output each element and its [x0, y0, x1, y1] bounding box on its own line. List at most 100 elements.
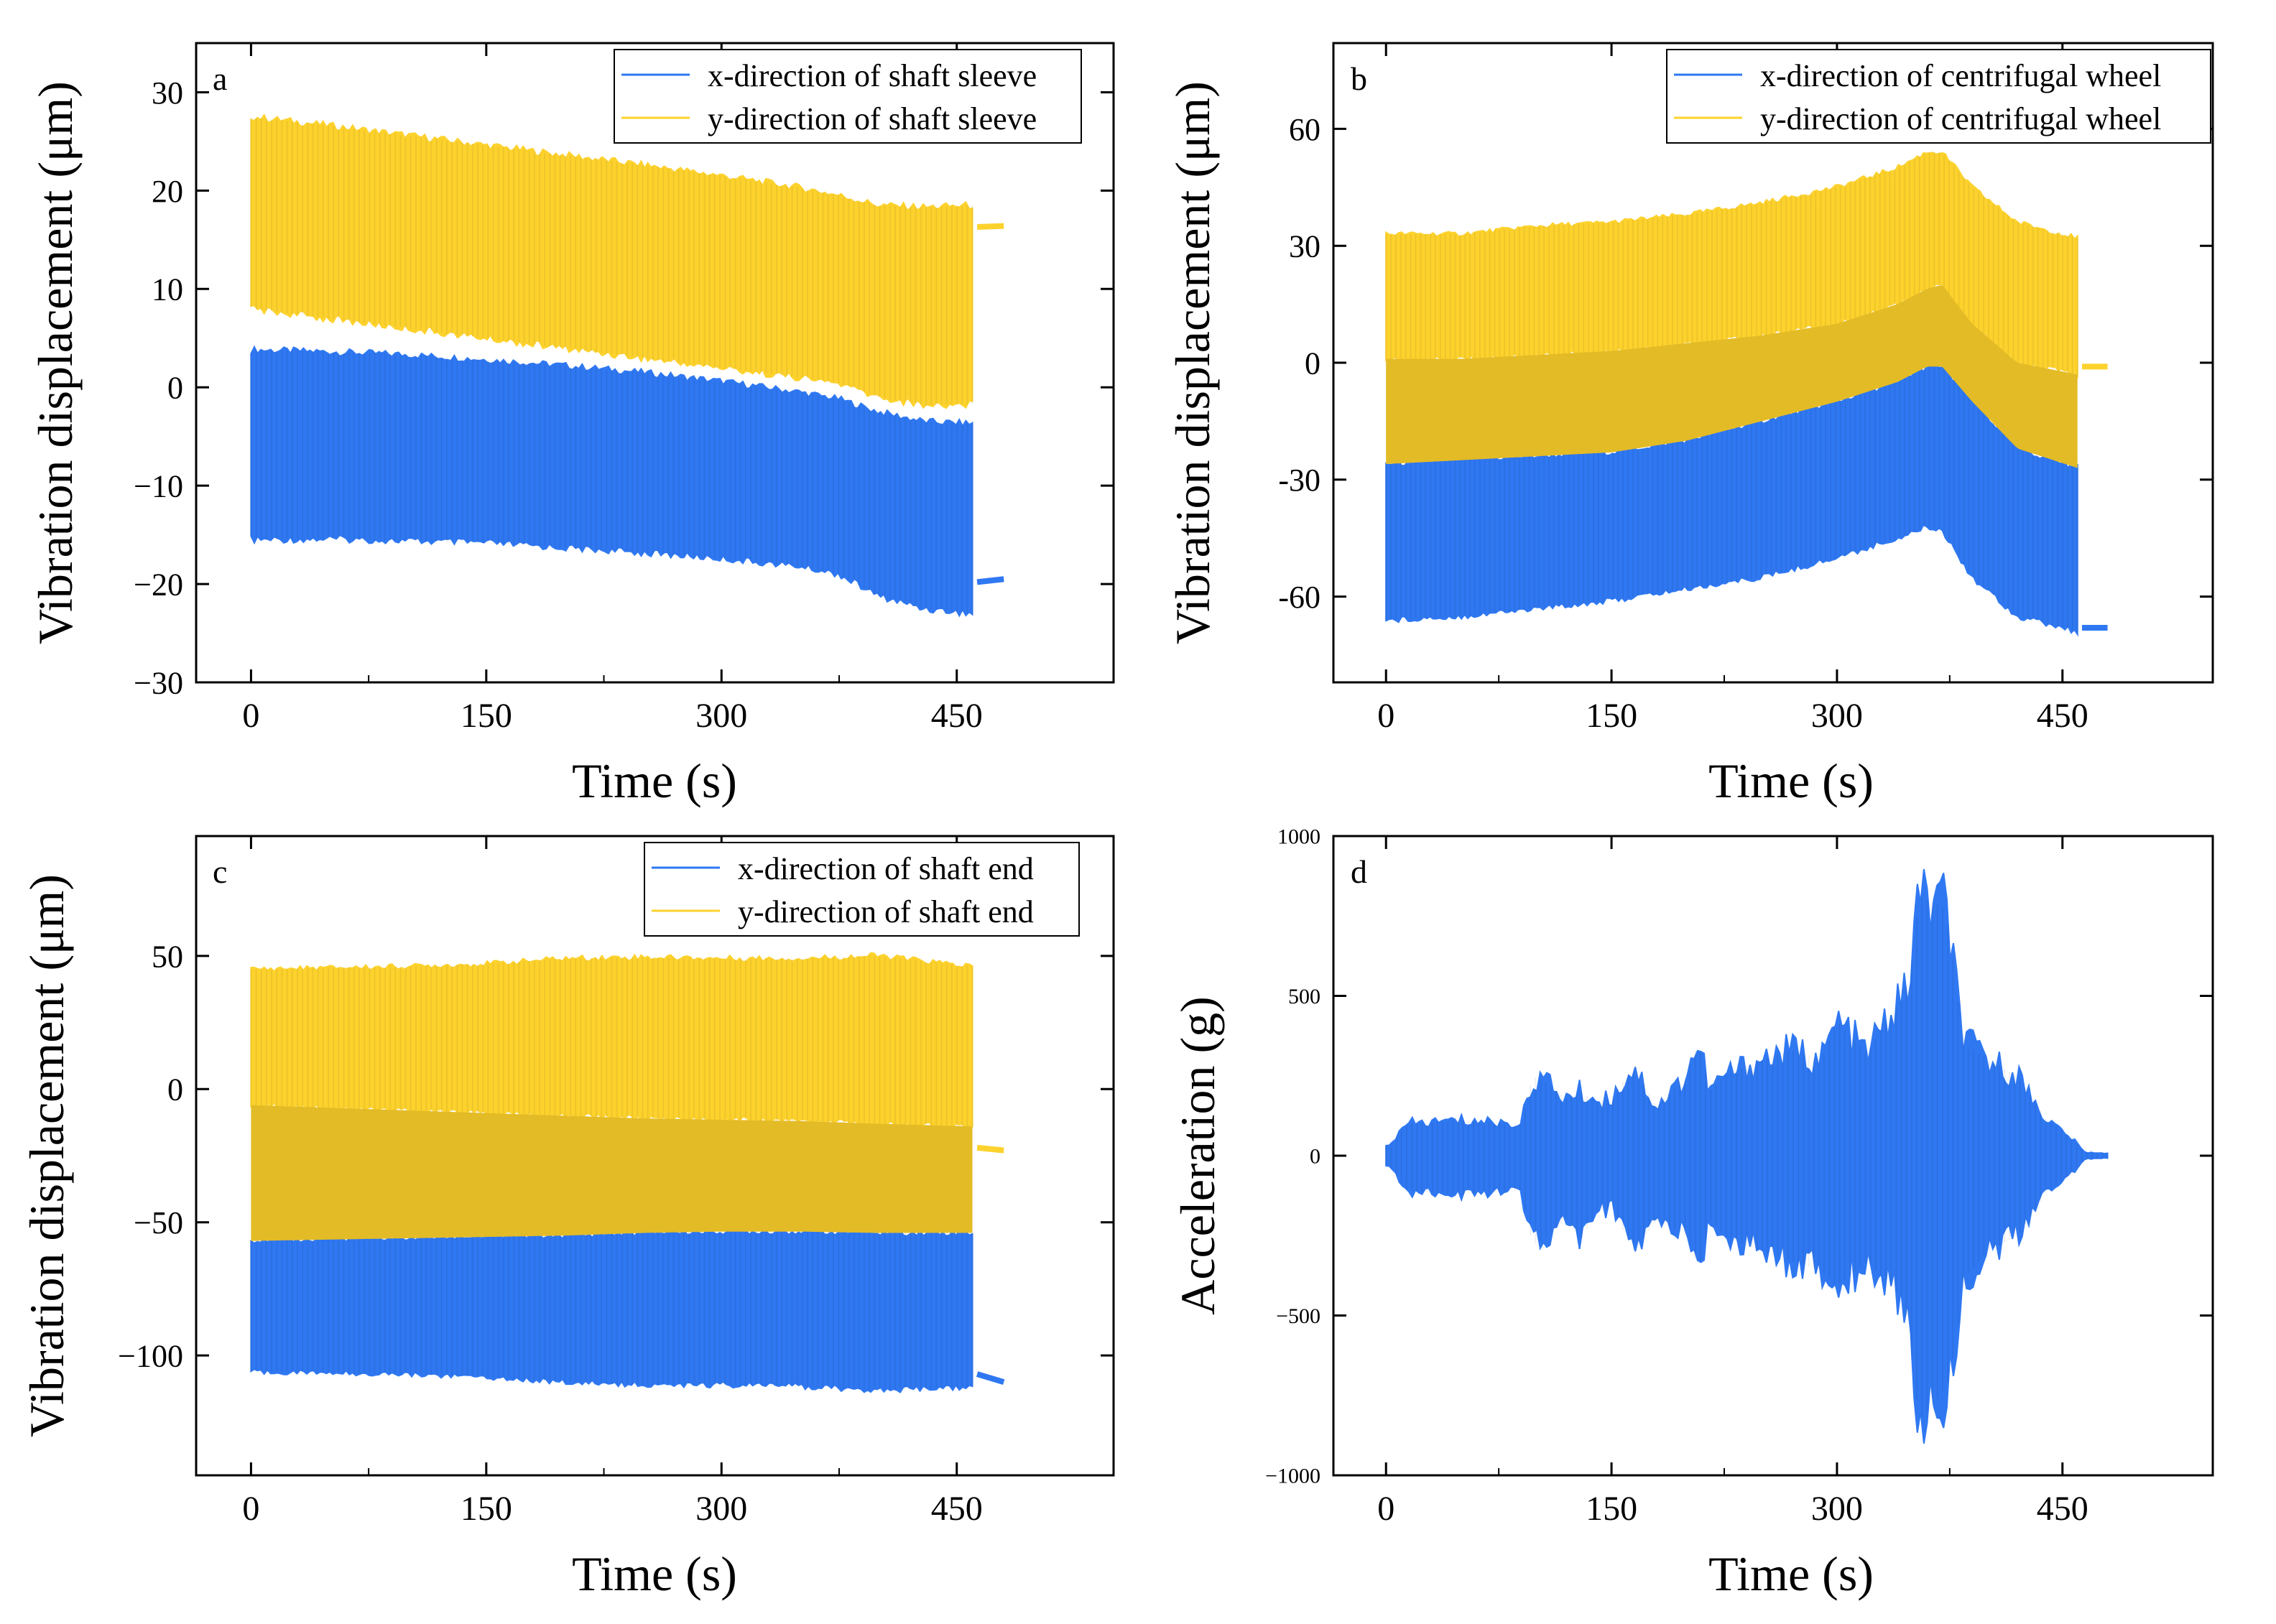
- y-tick-label-d-3: 500: [1288, 985, 1320, 1008]
- series-oscillation-path-b-y-direction-of-centrifugal-wheel: [1385, 152, 2078, 375]
- panel-label-b: b: [1351, 60, 1367, 97]
- y-tick-label-d-2: 0: [1310, 1145, 1320, 1169]
- series-oscillation-path-b-x-direction-of-centrifugal-wheel: [1385, 366, 2078, 632]
- panel-b: 0 150 300 450 -60 -30 0 30 60 b Time (s) Vibrati…: [1165, 42, 2214, 808]
- panel-label-a: a: [213, 60, 227, 97]
- x-tick-label-c-1: 150: [461, 1490, 512, 1528]
- y-tick-label-d-1: −500: [1276, 1304, 1320, 1328]
- y-tick-label-b-1: -30: [1278, 463, 1320, 498]
- series-tail-c-x-direction-of-shaft-end: [976, 1371, 1005, 1386]
- plot-frame-a: [195, 42, 1115, 684]
- y-tick-label-a-6: 30: [152, 75, 183, 111]
- axes-d: 0 150 300 450 −1000 −500 0 500 1000: [1265, 825, 2213, 1528]
- legend-label-x-c: x-direction of shaft end: [738, 851, 1034, 886]
- y-tick-label-b-2: 0: [1305, 345, 1320, 381]
- series-oscillation-b-x-direction-of-centrifugal-wheel: [1385, 366, 2078, 632]
- x-tick-label-a-3: 450: [931, 697, 983, 735]
- series-oscillation-c-y-direction-of-shaft-end: [250, 956, 973, 1127]
- series-oscillation-path-c-y-direction-of-shaft-end: [250, 956, 973, 1127]
- y-tick-label-a-0: −30: [134, 665, 183, 700]
- y-axis-label-a: Vibration displacement (μm): [28, 81, 83, 644]
- y-tick-label-a-5: 20: [152, 174, 183, 209]
- series-band-a-x-direction-of-shaft-sleeve: [250, 345, 973, 618]
- legend-box-c: [644, 842, 1080, 937]
- panel-d: 0 150 300 450 −1000 −500 0 500 1000 d Time (s) A…: [1170, 825, 2214, 1601]
- legend-c: x-direction of shaft end y-direction of …: [644, 842, 1080, 937]
- overlap-band-b: [1386, 285, 2078, 468]
- x-axis-label-a: Time (s): [572, 753, 737, 808]
- x-tick-label-d-2: 300: [1811, 1490, 1863, 1528]
- legend-b: x-direction of centrifugal wheel y-direc…: [1666, 49, 2211, 144]
- y-tick-label-c-1: −50: [134, 1205, 183, 1240]
- series-tail-c-y-direction-of-shaft-end: [976, 1144, 1004, 1154]
- axes-c: 0 150 300 450 −100 −50 0 50: [118, 836, 1114, 1528]
- y-tick-label-a-1: −20: [134, 567, 183, 602]
- x-tick-label-c-0: 0: [242, 1490, 259, 1528]
- x-tick-label-b-1: 150: [1586, 697, 1637, 735]
- x-tick-label-d-3: 450: [2037, 1490, 2088, 1528]
- x-tick-label-d-1: 150: [1586, 1490, 1637, 1528]
- series-tail-a-x-direction-of-shaft-sleeve: [976, 576, 1004, 585]
- x-tick-label-b-0: 0: [1377, 697, 1394, 735]
- series-oscillation-a-y-direction-of-shaft-sleeve: [250, 116, 973, 405]
- y-tick-label-c-3: 50: [152, 939, 183, 974]
- legend-box-b: [1666, 49, 2211, 144]
- y-tick-label-b-4: 60: [1289, 112, 1320, 147]
- overlap-band-c: [251, 1105, 973, 1241]
- y-tick-label-a-3: 0: [167, 371, 183, 406]
- legend-label-y-b: y-direction of centrifugal wheel: [1760, 101, 2161, 136]
- plot-area-a: [250, 113, 1004, 618]
- series-oscillation-path-d-acceleration: [1385, 895, 2109, 1419]
- plot-area-c: [250, 952, 1005, 1393]
- series-band-d-acceleration: [1385, 868, 2109, 1444]
- series-oscillation-path-c-x-direction-of-shaft-end: [250, 1231, 973, 1391]
- x-tick-label-a-0: 0: [242, 697, 259, 735]
- series-oscillation-path-a-x-direction-of-shaft-sleeve: [250, 350, 973, 614]
- legend-a: x-direction of shaft sleeve y-direction …: [614, 49, 1082, 144]
- y-tick-label-b-0: -60: [1278, 580, 1320, 615]
- plot-area-b: [1385, 152, 2108, 637]
- x-axis-label-b: Time (s): [1708, 753, 1874, 808]
- plot-area-d: [1385, 868, 2109, 1444]
- series-oscillation-d-acceleration: [1385, 895, 2109, 1419]
- series-oscillation-path-a-y-direction-of-shaft-sleeve: [250, 116, 973, 405]
- legend-label-y-c: y-direction of shaft end: [738, 894, 1034, 929]
- x-tick-label-a-1: 150: [461, 697, 512, 735]
- x-axis-label-d: Time (s): [1708, 1546, 1874, 1601]
- series-band-a-y-direction-of-shaft-sleeve: [250, 113, 973, 409]
- y-tick-label-a-2: −10: [134, 469, 183, 504]
- plot-frame-c: [195, 835, 1115, 1477]
- y-tick-label-d-4: 1000: [1277, 825, 1320, 849]
- y-tick-label-b-3: 30: [1289, 229, 1320, 264]
- x-tick-label-b-2: 300: [1811, 697, 1863, 735]
- x-axis-label-c: Time (s): [572, 1546, 737, 1601]
- panel-c: 0 150 300 450 −100 −50 0 50 c Time (s) Vibratio…: [19, 835, 1115, 1601]
- legend-label-x-b: x-direction of centrifugal wheel: [1760, 58, 2161, 93]
- series-tail-a-y-direction-of-shaft-sleeve: [976, 223, 1004, 231]
- panel-label-c: c: [213, 853, 227, 890]
- x-tick-label-a-2: 300: [695, 697, 747, 735]
- series-oscillation-a-x-direction-of-shaft-sleeve: [250, 350, 973, 614]
- series-oscillation-c-x-direction-of-shaft-end: [250, 1231, 973, 1391]
- axes-b: 0 150 300 450 -60 -30 0 30 60: [1278, 43, 2213, 735]
- y-axis-label-b: Vibration displacement (μm): [1165, 81, 1220, 644]
- legend-label-x-a: x-direction of shaft sleeve: [708, 58, 1037, 93]
- y-axis-label-c: Vibration displacement (μm): [19, 874, 74, 1437]
- legend-label-y-a: y-direction of shaft sleeve: [708, 101, 1037, 136]
- y-tick-label-c-0: −100: [118, 1339, 183, 1374]
- y-tick-label-a-4: 10: [152, 272, 183, 307]
- y-tick-label-c-2: 0: [167, 1072, 183, 1108]
- x-tick-label-b-3: 450: [2037, 697, 2088, 735]
- x-tick-label-c-2: 300: [695, 1490, 747, 1528]
- panel-a: 0 150 300 450 −30 −20 −10 0 10 20 30 a Time (s) Vi…: [28, 42, 1115, 808]
- x-tick-label-c-3: 450: [931, 1490, 983, 1528]
- panel-label-d: d: [1351, 853, 1367, 890]
- y-axis-label-d: Acceleration (g): [1170, 996, 1225, 1315]
- axes-a: 0 150 300 450 −30 −20 −10 0 10 20 30: [134, 43, 1114, 735]
- x-tick-label-d-0: 0: [1377, 1490, 1394, 1528]
- series-oscillation-b-y-direction-of-centrifugal-wheel: [1385, 152, 2078, 375]
- legend-box-a: [614, 49, 1082, 144]
- y-tick-label-d-0: −1000: [1265, 1465, 1320, 1488]
